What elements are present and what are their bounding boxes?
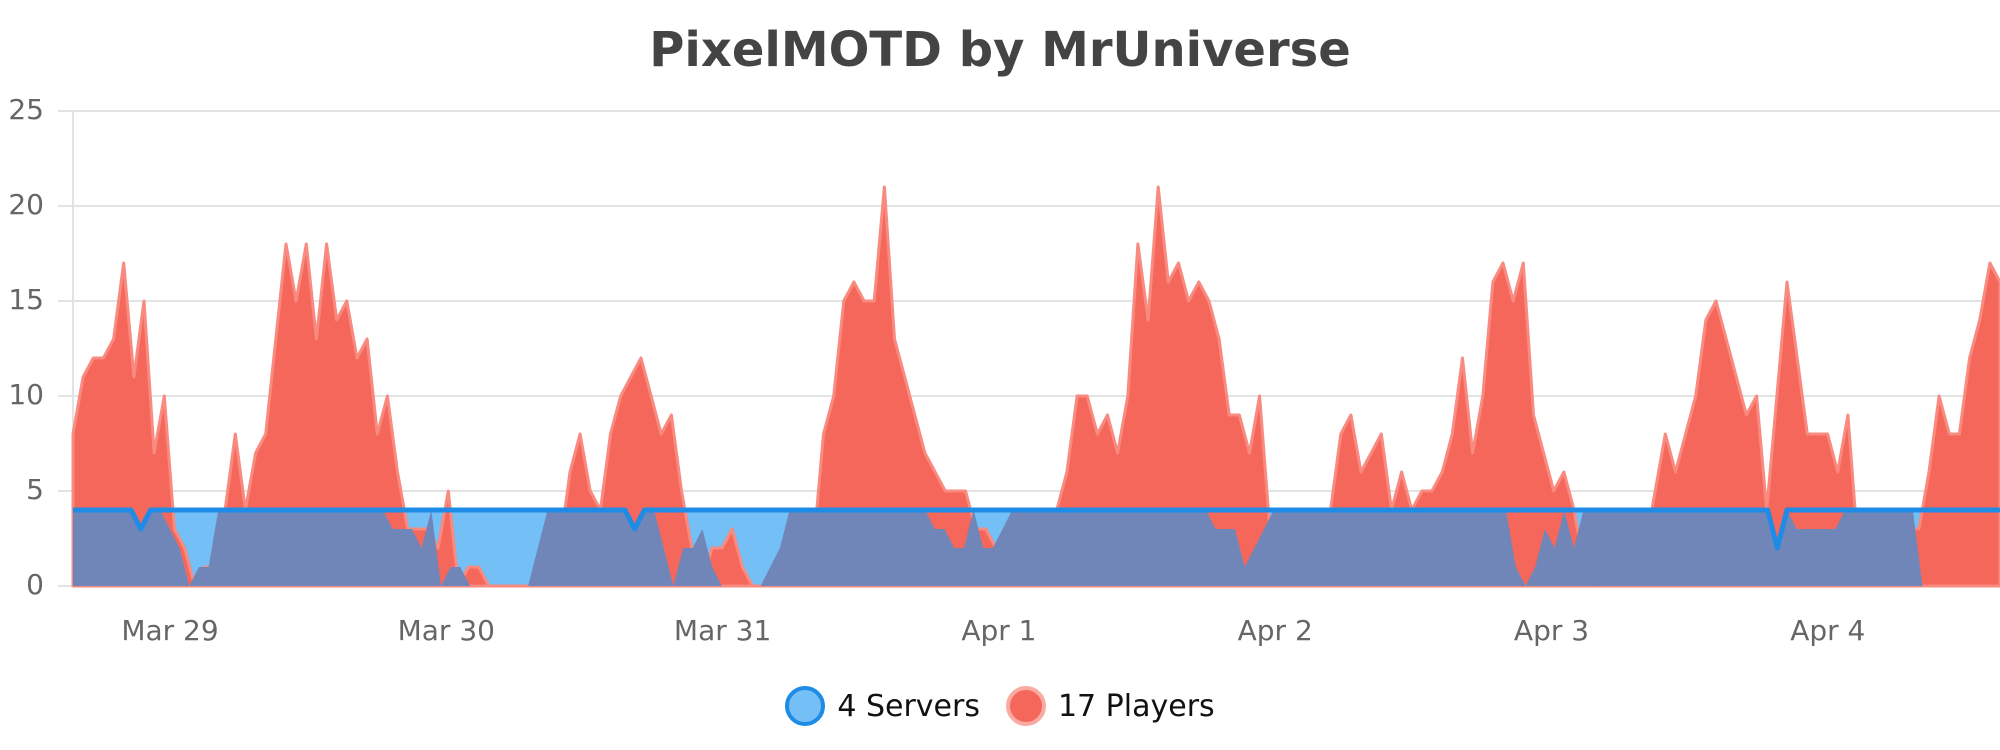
- y-tick-label: 25: [8, 93, 44, 126]
- x-tick-label: Apr 1: [961, 614, 1037, 647]
- legend-item-players[interactable]: 17 Players: [1005, 686, 1215, 726]
- x-tick-label: Mar 30: [397, 614, 495, 647]
- legend-item-servers[interactable]: 4 Servers: [785, 686, 980, 726]
- x-tick-label: Apr 4: [1790, 614, 1866, 647]
- x-tick-label: Apr 3: [1513, 614, 1590, 647]
- servers-line: [73, 507, 2000, 551]
- legend-players-label: 17 Players: [1057, 688, 1215, 724]
- y-tick-label: 5: [26, 473, 44, 506]
- legend-servers-label: 4 Servers: [837, 688, 980, 724]
- y-tick-label: 15: [8, 283, 44, 316]
- legend: 4 Servers 17 Players: [0, 686, 2000, 726]
- y-tick-label: 10: [8, 378, 44, 411]
- y-tick-label: 20: [8, 188, 44, 221]
- x-tick-label: Mar 31: [673, 614, 772, 647]
- servers-swatch-icon: [785, 686, 826, 726]
- y-tick-label: 0: [26, 568, 44, 601]
- x-tick-label: Mar 29: [121, 614, 219, 647]
- players-swatch-icon: [1005, 686, 1046, 726]
- chart-title: PixelMOTD by MrUniverse: [649, 22, 1351, 78]
- x-tick-label: Apr 2: [1237, 614, 1313, 647]
- overlap-area: [73, 510, 2000, 586]
